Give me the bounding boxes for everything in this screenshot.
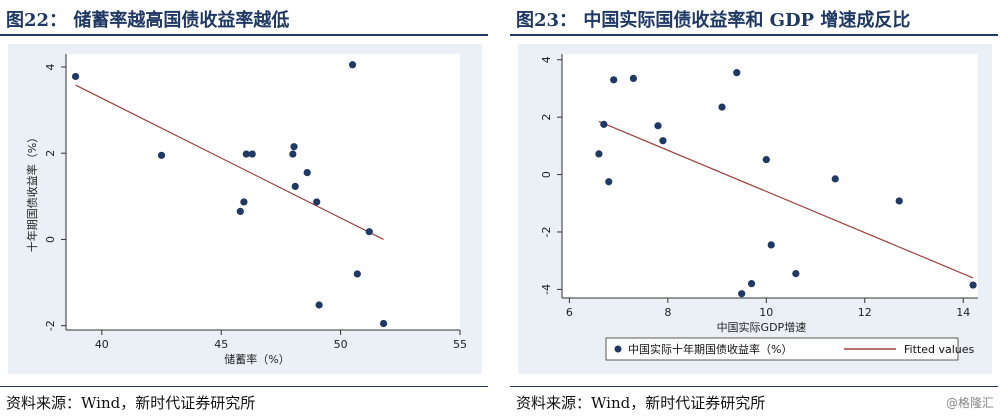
plot-area [562,54,978,298]
left-figure-title: 图22： 储蓄率越高国债收益率越低 [6,10,290,31]
data-point [379,319,388,328]
data-point [290,143,298,151]
data-point [595,150,603,158]
data-point [313,198,321,206]
data-point [242,150,250,158]
x-tick-label: 8 [664,306,671,319]
data-point [365,228,373,236]
right-chart-frame: 6 8 10 12 14 -4 -2 0 2 4 中国实际GDP增速中国实际十年期国债收益率（%） F… [518,44,992,374]
data-point [248,150,256,158]
x-axis-title: 储蓄率（%） [224,352,289,366]
left-source-note: 资料来源：Wind，新时代证券研究所 [6,394,256,412]
right-title-rule [510,34,998,36]
x-tick-label: 50 [334,338,348,351]
right-panel: 图23： 中国实际国债收益率和 GDP 增速成反比 6 8 10 12 14 -4 -2 0 2… [510,0,1000,420]
data-point [629,74,637,82]
fitted-line [598,120,974,279]
x-tick-label: 45 [214,338,228,351]
data-point [792,270,800,278]
legend-point-swatch [614,345,622,353]
y-tick-label: -2 [44,320,57,331]
plot-area [66,54,460,330]
data-point [895,197,903,205]
data-point [831,175,839,183]
left-bottom-rule [0,386,488,387]
data-point [303,168,311,177]
data-point [654,122,662,130]
data-point [718,103,726,111]
y-tick-label: -2 [540,226,553,237]
data-point [291,182,299,190]
x-tick-label: 12 [858,306,872,319]
y-axis-title: 十年期国债收益率（%） [25,132,39,252]
left-panel: 图22： 储蓄率越高国债收益率越低 40 45 50 55 -2 0 2 4 储蓄率（%） 十年期… [0,0,490,420]
x-tick-label: 40 [95,338,109,351]
y-tick-label: -4 [540,284,553,295]
watermark: @格隆汇 [945,396,994,410]
y-tick-label: 2 [540,114,553,121]
legend-label-fit: Fitted values [904,343,975,356]
y-tick-label: 4 [44,63,57,70]
data-point [353,270,361,278]
data-point [236,207,244,216]
legend-label-series: 中国实际十年期国债收益率（%） [628,342,792,356]
x-tick-label: 10 [759,306,773,319]
data-point [600,120,608,128]
y-tick-label: 0 [44,236,57,243]
y-tick-label: 4 [540,56,553,63]
data-point [738,290,746,298]
data-point [762,156,770,164]
data-point [289,150,297,158]
y-tick-label: 0 [540,171,553,178]
y-tick-label: 2 [44,150,57,157]
data-point [659,137,667,145]
legend-box [605,337,959,361]
data-point [605,178,613,186]
data-point [157,151,166,159]
data-point [610,76,618,84]
data-point [315,301,323,309]
data-point [71,72,80,81]
data-point [969,281,977,289]
x-tick-label: 14 [956,306,970,319]
data-point [733,69,741,77]
right-figure-title: 图23： 中国实际国债收益率和 GDP 增速成反比 [516,10,911,31]
fitted-line [75,84,384,240]
right-bottom-rule [510,386,998,387]
data-point [348,61,357,69]
x-tick-label: 6 [566,306,573,319]
left-chart-frame: 40 45 50 55 -2 0 2 4 储蓄率（%） 十年期国债收益率（%） [8,44,482,374]
data-point [767,241,775,249]
data-point [240,198,248,206]
x-axis-title: 中国实际GDP增速 [717,320,807,334]
data-point [747,280,756,288]
right-source-note: 资料来源：Wind，新时代证券研究所 [516,394,766,412]
x-tick-label: 55 [453,338,467,351]
left-title-rule [0,34,488,36]
left-scatter-chart: 40 45 50 55 -2 0 2 4 储蓄率（%） 十年期国债收益率（%） [25,54,467,366]
